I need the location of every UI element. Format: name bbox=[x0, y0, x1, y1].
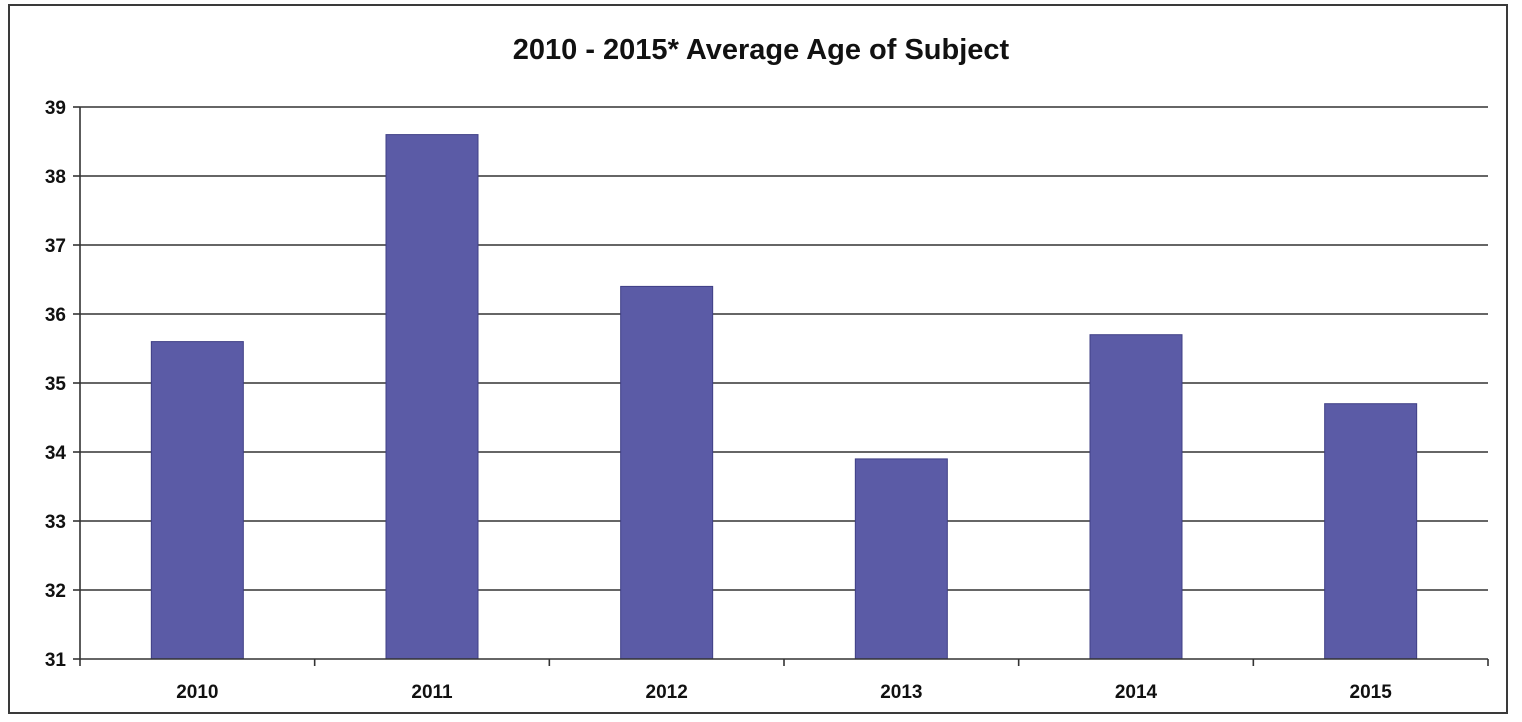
y-tick-label-35: 35 bbox=[45, 374, 67, 395]
y-tick-label-31: 31 bbox=[45, 650, 67, 671]
x-tick-label-2010: 2010 bbox=[176, 682, 218, 703]
y-tick-label-39: 39 bbox=[45, 98, 66, 119]
bar-2013 bbox=[854, 458, 948, 660]
gridlines bbox=[73, 106, 1488, 660]
x-tick-label-2011: 2011 bbox=[411, 682, 453, 703]
bar-2010 bbox=[150, 341, 244, 660]
tick-labels: 31 32 33 34 35 36 37 38 39 2010 2011 2012 2013 2014 20… bbox=[45, 98, 1392, 703]
x-tick-label-2014: 2014 bbox=[1115, 682, 1158, 703]
bar-2015 bbox=[1324, 403, 1418, 660]
y-tick-label-32: 32 bbox=[45, 581, 66, 602]
y-tick-label-38: 38 bbox=[45, 167, 66, 188]
x-tick-label-2015: 2015 bbox=[1350, 682, 1393, 703]
bar-2012 bbox=[620, 285, 714, 660]
chart-title: 2010 - 2015* Average Age of Subject bbox=[512, 34, 1010, 66]
bar-2011 bbox=[385, 134, 479, 660]
bar-2014 bbox=[1089, 334, 1183, 660]
y-tick-label-36: 36 bbox=[45, 305, 66, 326]
y-tick-label-34: 34 bbox=[45, 443, 67, 464]
chart-frame bbox=[8, 4, 1508, 714]
bars bbox=[150, 134, 1418, 660]
x-tick-label-2012: 2012 bbox=[646, 682, 688, 703]
axes bbox=[79, 107, 1489, 666]
y-tick-label-33: 33 bbox=[45, 512, 66, 533]
y-tick-label-37: 37 bbox=[45, 236, 66, 257]
x-tick-label-2013: 2013 bbox=[880, 682, 922, 703]
